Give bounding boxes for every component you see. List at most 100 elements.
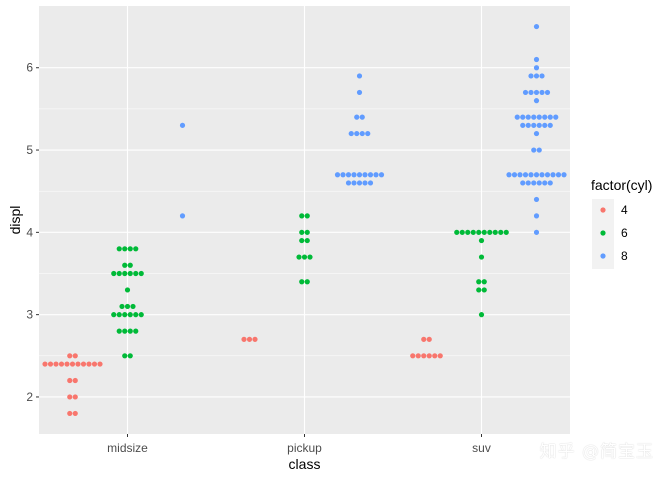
- data-point: [470, 229, 476, 235]
- data-point: [533, 229, 540, 235]
- x-tick-label: suv: [472, 441, 491, 455]
- data-point: [299, 229, 305, 235]
- data-point: [520, 122, 526, 128]
- y-tick-label: 3: [26, 308, 33, 322]
- data-point: [454, 229, 460, 235]
- data-point: [506, 172, 512, 178]
- data-point: [487, 229, 493, 235]
- data-point: [533, 130, 540, 137]
- data-point: [53, 361, 59, 367]
- data-point: [481, 287, 487, 293]
- data-point: [561, 172, 567, 178]
- data-point: [459, 229, 465, 235]
- data-point: [547, 122, 553, 128]
- y-tick-label: 2: [26, 390, 33, 404]
- data-point: [525, 180, 531, 186]
- data-point: [299, 279, 305, 285]
- axis-ticks: 2 3 4 5 6 midsize pickup suv: [26, 61, 491, 455]
- data-point: [86, 361, 92, 367]
- legend-key-dot: [600, 253, 606, 259]
- data-point: [67, 353, 73, 359]
- data-point: [133, 246, 139, 252]
- data-point: [133, 270, 139, 277]
- data-point: [547, 180, 553, 186]
- data-point: [116, 328, 122, 334]
- data-point: [47, 361, 54, 367]
- data-point: [127, 328, 133, 334]
- data-point: [42, 361, 48, 367]
- data-point: [531, 147, 537, 153]
- legend-key-dot: [600, 230, 606, 236]
- data-point: [528, 172, 534, 178]
- data-point: [476, 279, 482, 285]
- data-point: [348, 130, 354, 137]
- x-tick-label: pickup: [287, 441, 322, 455]
- data-point: [119, 303, 125, 310]
- data-point: [533, 89, 540, 96]
- data-point: [301, 254, 308, 260]
- data-point: [64, 361, 70, 367]
- data-point: [91, 361, 98, 367]
- data-points: [42, 23, 567, 417]
- data-point: [476, 229, 482, 235]
- legend: factor(cyl) 4 6 8: [591, 177, 652, 269]
- data-point: [133, 328, 139, 334]
- data-point: [492, 229, 498, 235]
- data-point: [356, 73, 363, 79]
- data-point: [522, 89, 529, 96]
- data-point: [127, 353, 133, 359]
- data-point: [72, 353, 78, 359]
- data-point: [80, 361, 87, 367]
- data-point: [421, 336, 427, 342]
- data-point: [555, 172, 562, 178]
- watermark: 知乎 @简宝玉: [539, 442, 654, 462]
- data-point: [432, 353, 438, 359]
- data-point: [522, 172, 529, 178]
- data-point: [334, 172, 341, 178]
- data-point: [359, 130, 365, 137]
- data-point: [481, 279, 487, 285]
- data-point: [356, 180, 363, 186]
- data-point: [536, 114, 542, 120]
- data-point: [528, 73, 534, 79]
- data-point: [362, 172, 368, 178]
- data-point: [415, 353, 421, 359]
- data-point: [520, 180, 526, 186]
- data-point: [72, 394, 78, 400]
- data-point: [296, 254, 302, 260]
- data-point: [378, 172, 385, 178]
- y-tick-label: 5: [26, 143, 33, 157]
- data-point: [246, 336, 253, 342]
- data-point: [498, 229, 504, 235]
- data-point: [124, 287, 131, 293]
- data-point: [531, 180, 537, 186]
- data-point: [511, 172, 518, 178]
- data-point: [127, 270, 133, 277]
- data-point: [138, 270, 144, 277]
- data-point: [304, 229, 310, 235]
- data-point: [111, 270, 117, 277]
- data-point: [481, 229, 487, 235]
- data-point: [536, 147, 542, 153]
- data-point: [241, 336, 247, 342]
- data-point: [536, 122, 542, 128]
- data-point: [426, 353, 432, 359]
- data-point: [252, 336, 258, 342]
- data-point: [304, 237, 310, 244]
- data-point: [478, 312, 485, 318]
- data-point: [539, 172, 545, 178]
- data-point: [533, 196, 540, 203]
- data-point: [533, 23, 540, 30]
- data-point: [544, 89, 551, 96]
- data-point: [67, 377, 73, 384]
- data-point: [539, 73, 545, 79]
- data-point: [299, 213, 305, 219]
- data-point: [127, 246, 133, 252]
- data-point: [421, 353, 427, 359]
- data-point: [359, 114, 365, 120]
- data-point: [514, 114, 520, 120]
- data-point: [476, 287, 482, 293]
- data-point: [116, 246, 122, 252]
- data-point: [304, 213, 310, 219]
- data-point: [410, 353, 416, 359]
